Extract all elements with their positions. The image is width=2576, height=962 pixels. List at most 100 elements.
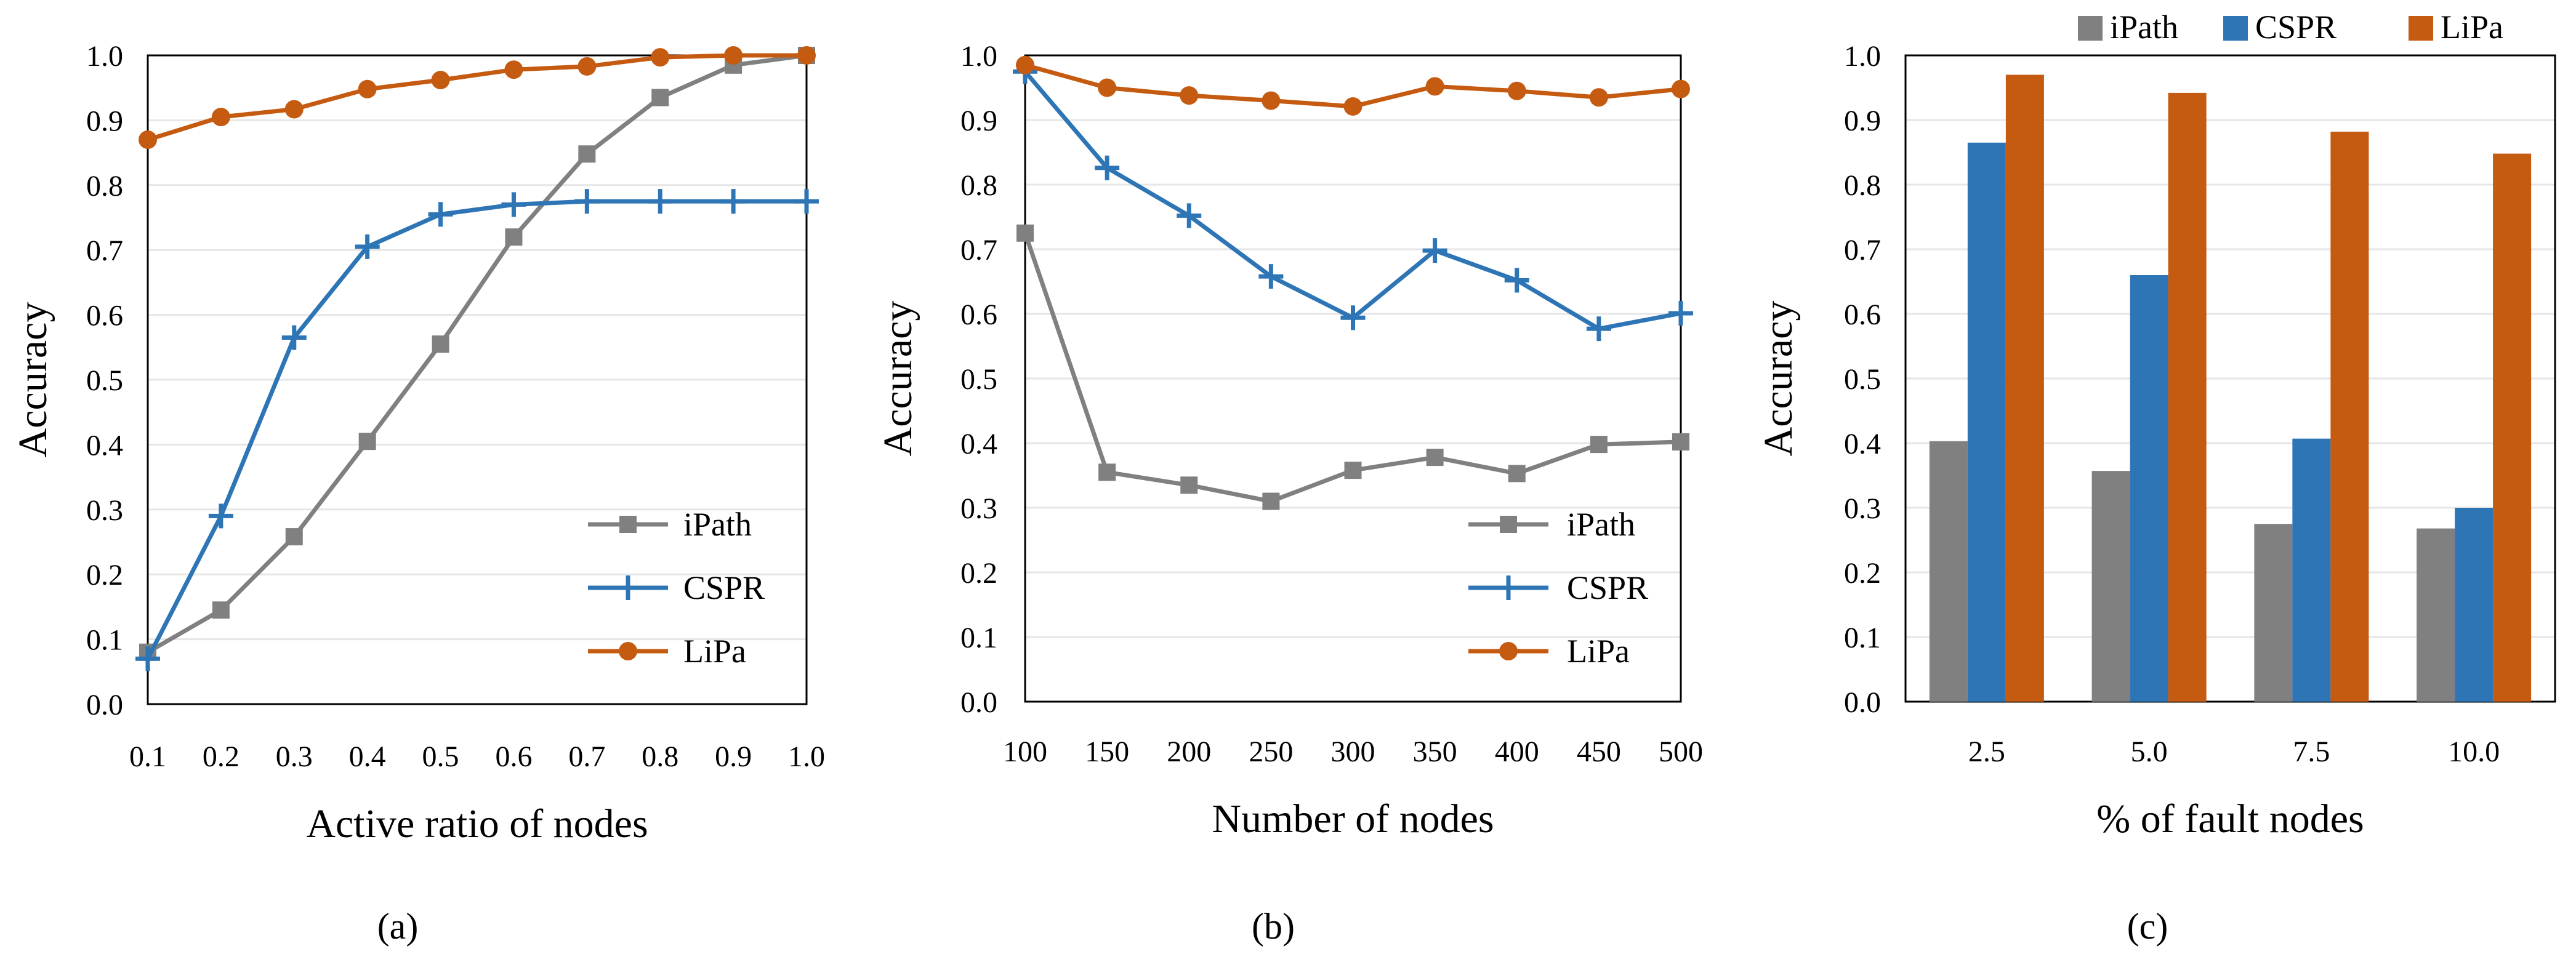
legend-swatch — [2078, 16, 2103, 41]
panel-b: 0.0 0.1 0.2 0.3 0.4 0.5 0.6 0.7 0.8 0.9 1.0 Number … — [875, 40, 1703, 947]
y-tick-label: 0.8 — [1844, 169, 1881, 202]
point-marker — [1180, 86, 1199, 105]
legend-swatch — [2409, 16, 2433, 41]
point-marker — [619, 516, 637, 533]
x-tick-label: 0.4 — [349, 740, 386, 773]
point-marker — [358, 433, 376, 451]
point-marker — [651, 89, 669, 106]
y-tick-label: 0.9 — [86, 105, 123, 137]
point-marker — [1262, 91, 1281, 110]
point-marker — [724, 46, 743, 65]
panel-label: (c) — [2127, 906, 2168, 947]
plot-frame — [147, 54, 808, 705]
point-marker — [501, 192, 526, 217]
point-marker — [721, 189, 746, 214]
y-tick-label: 0.5 — [86, 364, 123, 397]
point-marker — [1098, 463, 1116, 481]
point-marker — [578, 145, 596, 163]
x-tick-label: 450 — [1577, 736, 1621, 768]
x-tick-label: 150 — [1085, 736, 1129, 768]
point-marker — [139, 130, 157, 150]
x-tick-label: 100 — [1003, 736, 1047, 768]
point-marker — [574, 189, 600, 214]
point-marker — [619, 642, 637, 660]
point-marker — [1095, 155, 1120, 180]
series-line — [1023, 232, 1681, 504]
y-tick-label: 0.0 — [960, 686, 997, 719]
point-marker — [651, 48, 670, 67]
x-tick-label: 200 — [1167, 736, 1211, 768]
point-marker — [1496, 575, 1521, 600]
point-marker — [1422, 238, 1447, 263]
plot-frame — [1904, 54, 2556, 703]
y-tick-label: 0.7 — [1844, 234, 1881, 267]
legend-label: CSPR — [1567, 569, 1648, 606]
x-tick-label: 400 — [1495, 736, 1539, 768]
point-marker — [1340, 305, 1366, 331]
legend-label: CSPR — [683, 569, 765, 606]
point-marker — [504, 60, 523, 79]
point-marker — [281, 325, 307, 350]
series-ipath — [1016, 224, 1689, 510]
point-marker — [1426, 449, 1444, 467]
series-cspr — [1013, 59, 1693, 342]
bar — [2455, 508, 2493, 702]
y-tick-label: 0.6 — [960, 299, 997, 331]
x-tick-label: 0.3 — [276, 740, 313, 773]
x-tick-label: 0.6 — [495, 740, 532, 773]
point-marker — [1344, 462, 1362, 479]
x-tick-label: 500 — [1659, 736, 1703, 768]
point-marker — [1016, 224, 1034, 242]
series-lipa — [1016, 55, 1690, 116]
panel-a: 0.00.10.20.30.40.50.60.70.80.91.0Active … — [10, 40, 825, 947]
x-axis-title: Number of nodes — [1212, 796, 1494, 841]
plot-frame — [1024, 54, 1682, 703]
point-marker — [1180, 476, 1198, 494]
x-tick-label: 0.2 — [203, 740, 239, 773]
point-marker — [1508, 465, 1526, 483]
point-marker — [616, 575, 640, 600]
y-tick-label: 0.5 — [960, 363, 997, 396]
x-tick-label: 7.5 — [2293, 736, 2330, 768]
bar — [1967, 142, 2006, 702]
point-marker — [211, 108, 230, 127]
y-tick-label: 0.9 — [1844, 105, 1881, 137]
series-ipath — [1929, 441, 2455, 702]
x-tick-label: 2.5 — [1968, 736, 2005, 768]
x-tick-label: 0.7 — [568, 740, 605, 773]
bar — [2417, 528, 2455, 702]
bar — [2091, 471, 2130, 702]
bar — [1929, 441, 1968, 702]
legend-label: iPath — [1567, 506, 1635, 543]
series-lipa — [2005, 74, 2532, 702]
legend-label: LiPa — [2441, 9, 2503, 46]
y-tick-label: 0.1 — [1844, 622, 1881, 654]
legend-swatch — [2223, 16, 2248, 41]
y-tick-label: 0.3 — [960, 492, 997, 525]
y-axis-title: Accuracy — [1756, 301, 1801, 457]
y-tick-label: 0.2 — [1844, 557, 1881, 590]
series-line — [147, 53, 807, 654]
point-marker — [1668, 300, 1693, 326]
bar — [2005, 74, 2044, 702]
point-marker — [1425, 77, 1444, 96]
series-lipa — [139, 46, 816, 150]
y-tick-label: 0.8 — [960, 169, 997, 202]
point-marker — [1177, 203, 1202, 228]
y-axis-title: Accuracy — [875, 301, 920, 457]
bar — [2330, 131, 2369, 702]
point-marker — [1500, 516, 1517, 533]
series-cspr — [1967, 142, 2493, 702]
point-marker — [1507, 81, 1526, 100]
y-tick-label: 0.0 — [86, 689, 123, 721]
y-tick-label: 0.5 — [1844, 363, 1881, 396]
point-marker — [794, 189, 819, 214]
point-marker — [428, 202, 453, 227]
point-marker — [1589, 88, 1608, 107]
point-marker — [648, 189, 673, 214]
legend-label: CSPR — [2255, 9, 2337, 46]
x-axis-title: % of fault nodes — [2096, 796, 2364, 841]
point-marker — [212, 601, 230, 619]
